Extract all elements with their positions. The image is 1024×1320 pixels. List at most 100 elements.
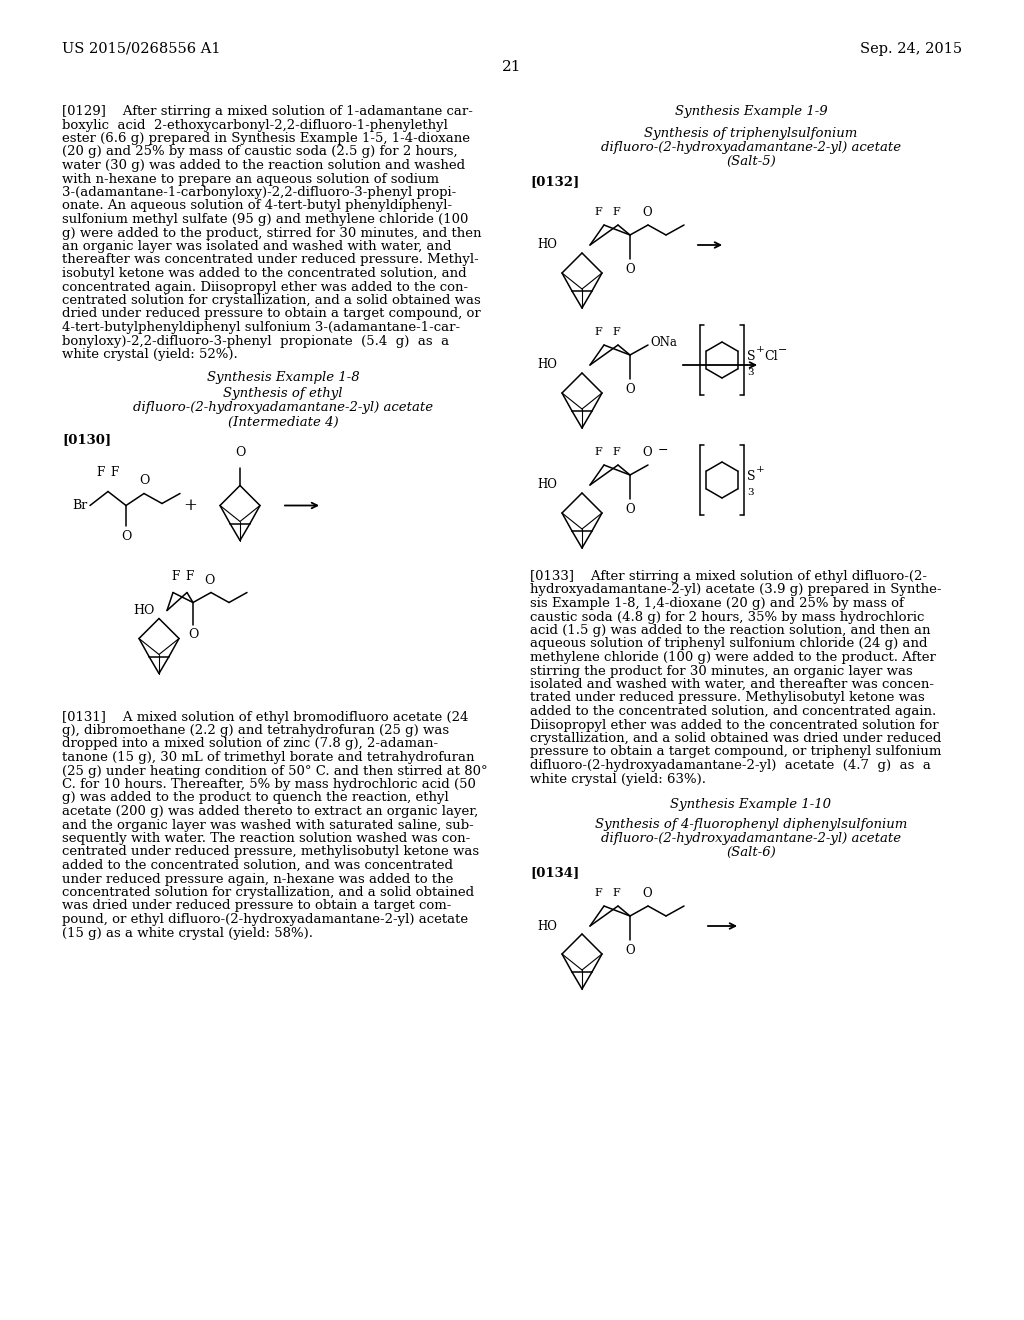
- Text: caustic soda (4.8 g) for 2 hours, 35% by mass hydrochloric: caustic soda (4.8 g) for 2 hours, 35% by…: [530, 610, 925, 623]
- Text: an organic layer was isolated and washed with water, and: an organic layer was isolated and washed…: [62, 240, 452, 253]
- Text: F: F: [171, 569, 179, 582]
- Text: O: O: [626, 944, 635, 957]
- Text: HO: HO: [133, 605, 155, 616]
- Text: 4-tert-butylphenyldiphenyl sulfonium 3-(adamantane-1-car-: 4-tert-butylphenyldiphenyl sulfonium 3-(…: [62, 321, 460, 334]
- Text: 3-(adamantane-1-carbonyloxy)-2,2-difluoro-3-phenyl propi-: 3-(adamantane-1-carbonyloxy)-2,2-difluor…: [62, 186, 457, 199]
- Text: Synthesis of triphenylsulfonium: Synthesis of triphenylsulfonium: [644, 127, 858, 140]
- Text: aqueous solution of triphenyl sulfonium chloride (24 g) and: aqueous solution of triphenyl sulfonium …: [530, 638, 928, 651]
- Text: g) was added to the product to quench the reaction, ethyl: g) was added to the product to quench th…: [62, 792, 449, 804]
- Text: O: O: [204, 573, 214, 586]
- Text: O: O: [642, 446, 652, 459]
- Text: ONa: ONa: [650, 337, 677, 350]
- Text: trated under reduced pressure. Methylisobutyl ketone was: trated under reduced pressure. Methyliso…: [530, 692, 925, 705]
- Text: concentrated again. Diisopropyl ether was added to the con-: concentrated again. Diisopropyl ether wa…: [62, 281, 468, 293]
- Text: [0129]    After stirring a mixed solution of 1-adamantane car-: [0129] After stirring a mixed solution o…: [62, 106, 473, 117]
- Text: (20 g) and 25% by mass of caustic soda (2.5 g) for 2 hours,: (20 g) and 25% by mass of caustic soda (…: [62, 145, 458, 158]
- Text: HO: HO: [537, 239, 557, 252]
- Text: boxylic  acid  2-ethoxycarbonyl-2,2-difluoro-1-phenylethyl: boxylic acid 2-ethoxycarbonyl-2,2-difluo…: [62, 119, 447, 132]
- Text: sequently with water. The reaction solution washed was con-: sequently with water. The reaction solut…: [62, 832, 470, 845]
- Text: stirring the product for 30 minutes, an organic layer was: stirring the product for 30 minutes, an …: [530, 664, 912, 677]
- Text: F: F: [185, 569, 194, 582]
- Text: (25 g) under heating condition of 50° C. and then stirred at 80°: (25 g) under heating condition of 50° C.…: [62, 764, 487, 777]
- Text: (Salt-5): (Salt-5): [726, 154, 776, 168]
- Text: Br: Br: [72, 499, 87, 512]
- Text: +: +: [756, 466, 765, 474]
- Text: g) were added to the product, stirred for 30 minutes, and then: g) were added to the product, stirred fo…: [62, 227, 481, 239]
- Text: Sep. 24, 2015: Sep. 24, 2015: [860, 42, 962, 55]
- Text: sulfonium methyl sulfate (95 g) and methylene chloride (100: sulfonium methyl sulfate (95 g) and meth…: [62, 213, 468, 226]
- Text: 21: 21: [502, 59, 522, 74]
- Text: pressure to obtain a target compound, or triphenyl sulfonium: pressure to obtain a target compound, or…: [530, 746, 941, 759]
- Text: difluoro-(2-hydroxyadamantane-2-yl) acetate: difluoro-(2-hydroxyadamantane-2-yl) acet…: [133, 401, 433, 414]
- Text: O: O: [626, 263, 635, 276]
- Text: F: F: [612, 888, 620, 898]
- Text: water (30 g) was added to the reaction solution and washed: water (30 g) was added to the reaction s…: [62, 158, 465, 172]
- Text: Cl: Cl: [764, 350, 777, 363]
- Text: Diisopropyl ether was added to the concentrated solution for: Diisopropyl ether was added to the conce…: [530, 718, 939, 731]
- Text: tanone (15 g), 30 mL of trimethyl borate and tetrahydrofuran: tanone (15 g), 30 mL of trimethyl borate…: [62, 751, 474, 764]
- Text: dropped into a mixed solution of zinc (7.8 g), 2-adaman-: dropped into a mixed solution of zinc (7…: [62, 738, 438, 751]
- Text: centrated under reduced pressure, methylisobutyl ketone was: centrated under reduced pressure, methyl…: [62, 846, 479, 858]
- Text: Synthesis Example 1-9: Synthesis Example 1-9: [675, 106, 827, 117]
- Text: bonyloxy)-2,2-difluoro-3-phenyl  propionate  (5.4  g)  as  a: bonyloxy)-2,2-difluoro-3-phenyl propiona…: [62, 334, 450, 347]
- Text: C. for 10 hours. Thereafter, 5% by mass hydrochloric acid (50: C. for 10 hours. Thereafter, 5% by mass …: [62, 777, 476, 791]
- Text: acetate (200 g) was added thereto to extract an organic layer,: acetate (200 g) was added thereto to ext…: [62, 805, 478, 818]
- Text: and the organic layer was washed with saturated saline, sub-: and the organic layer was washed with sa…: [62, 818, 474, 832]
- Text: 3: 3: [746, 488, 754, 498]
- Text: (Intermediate 4): (Intermediate 4): [227, 416, 338, 429]
- Text: [0132]: [0132]: [530, 176, 580, 187]
- Text: Synthesis of 4-fluorophenyl diphenylsulfonium: Synthesis of 4-fluorophenyl diphenylsulf…: [595, 818, 907, 832]
- Text: Synthesis Example 1-8: Synthesis Example 1-8: [207, 371, 359, 384]
- Text: +: +: [183, 498, 197, 513]
- Text: F: F: [594, 447, 602, 457]
- Text: O: O: [139, 474, 150, 487]
- Text: F: F: [612, 447, 620, 457]
- Text: [0133]    After stirring a mixed solution of ethyl difluoro-(2-: [0133] After stirring a mixed solution o…: [530, 570, 927, 583]
- Text: US 2015/0268556 A1: US 2015/0268556 A1: [62, 42, 220, 55]
- Text: was dried under reduced pressure to obtain a target com-: was dried under reduced pressure to obta…: [62, 899, 452, 912]
- Text: difluoro-(2-hydroxyadamantane-2-yl)  acetate  (4.7  g)  as  a: difluoro-(2-hydroxyadamantane-2-yl) acet…: [530, 759, 931, 772]
- Text: white crystal (yield: 63%).: white crystal (yield: 63%).: [530, 772, 706, 785]
- Text: [0134]: [0134]: [530, 866, 580, 879]
- Text: F: F: [612, 207, 620, 216]
- Text: added to the concentrated solution, and was concentrated: added to the concentrated solution, and …: [62, 859, 453, 873]
- Text: O: O: [626, 383, 635, 396]
- Text: crystallization, and a solid obtained was dried under reduced: crystallization, and a solid obtained wa…: [530, 733, 941, 744]
- Text: under reduced pressure again, n-hexane was added to the: under reduced pressure again, n-hexane w…: [62, 873, 454, 886]
- Text: g), dibromoethane (2.2 g) and tetrahydrofuran (25 g) was: g), dibromoethane (2.2 g) and tetrahydro…: [62, 723, 450, 737]
- Text: isolated and washed with water, and thereafter was concen-: isolated and washed with water, and ther…: [530, 678, 934, 690]
- Text: F: F: [96, 466, 104, 479]
- Text: HO: HO: [537, 920, 557, 932]
- Text: [0130]: [0130]: [62, 433, 112, 446]
- Text: white crystal (yield: 52%).: white crystal (yield: 52%).: [62, 348, 238, 360]
- Text: O: O: [121, 529, 131, 543]
- Text: −: −: [778, 345, 787, 355]
- Text: dried under reduced pressure to obtain a target compound, or: dried under reduced pressure to obtain a…: [62, 308, 480, 321]
- Text: onate. An aqueous solution of 4-tert-butyl phenyldiphenyl-: onate. An aqueous solution of 4-tert-but…: [62, 199, 453, 213]
- Text: 3: 3: [746, 368, 754, 378]
- Text: difluoro-(2-hydroxyadamantane-2-yl) acetate: difluoro-(2-hydroxyadamantane-2-yl) acet…: [601, 141, 901, 154]
- Text: thereafter was concentrated under reduced pressure. Methyl-: thereafter was concentrated under reduce…: [62, 253, 479, 267]
- Text: S: S: [746, 470, 756, 483]
- Text: Synthesis Example 1-10: Synthesis Example 1-10: [671, 799, 831, 810]
- Text: +: +: [756, 346, 765, 355]
- Text: Synthesis of ethyl: Synthesis of ethyl: [223, 388, 343, 400]
- Text: O: O: [626, 503, 635, 516]
- Text: pound, or ethyl difluoro-(2-hydroxyadamantane-2-yl) acetate: pound, or ethyl difluoro-(2-hydroxyadama…: [62, 913, 468, 927]
- Text: O: O: [234, 446, 245, 459]
- Text: HO: HO: [537, 479, 557, 491]
- Text: F: F: [110, 466, 118, 479]
- Text: difluoro-(2-hydroxyadamantane-2-yl) acetate: difluoro-(2-hydroxyadamantane-2-yl) acet…: [601, 832, 901, 845]
- Text: centrated solution for crystallization, and a solid obtained was: centrated solution for crystallization, …: [62, 294, 480, 308]
- Text: (15 g) as a white crystal (yield: 58%).: (15 g) as a white crystal (yield: 58%).: [62, 927, 313, 940]
- Text: ester (6.6 g) prepared in Synthesis Example 1-5, 1-4-dioxane: ester (6.6 g) prepared in Synthesis Exam…: [62, 132, 470, 145]
- Text: F: F: [612, 327, 620, 337]
- Text: sis Example 1-8, 1,4-dioxane (20 g) and 25% by mass of: sis Example 1-8, 1,4-dioxane (20 g) and …: [530, 597, 904, 610]
- Text: O: O: [642, 887, 652, 900]
- Text: added to the concentrated solution, and concentrated again.: added to the concentrated solution, and …: [530, 705, 936, 718]
- Text: isobutyl ketone was added to the concentrated solution, and: isobutyl ketone was added to the concent…: [62, 267, 467, 280]
- Text: F: F: [594, 207, 602, 216]
- Text: HO: HO: [537, 359, 557, 371]
- Text: −: −: [658, 444, 669, 457]
- Text: concentrated solution for crystallization, and a solid obtained: concentrated solution for crystallizatio…: [62, 886, 474, 899]
